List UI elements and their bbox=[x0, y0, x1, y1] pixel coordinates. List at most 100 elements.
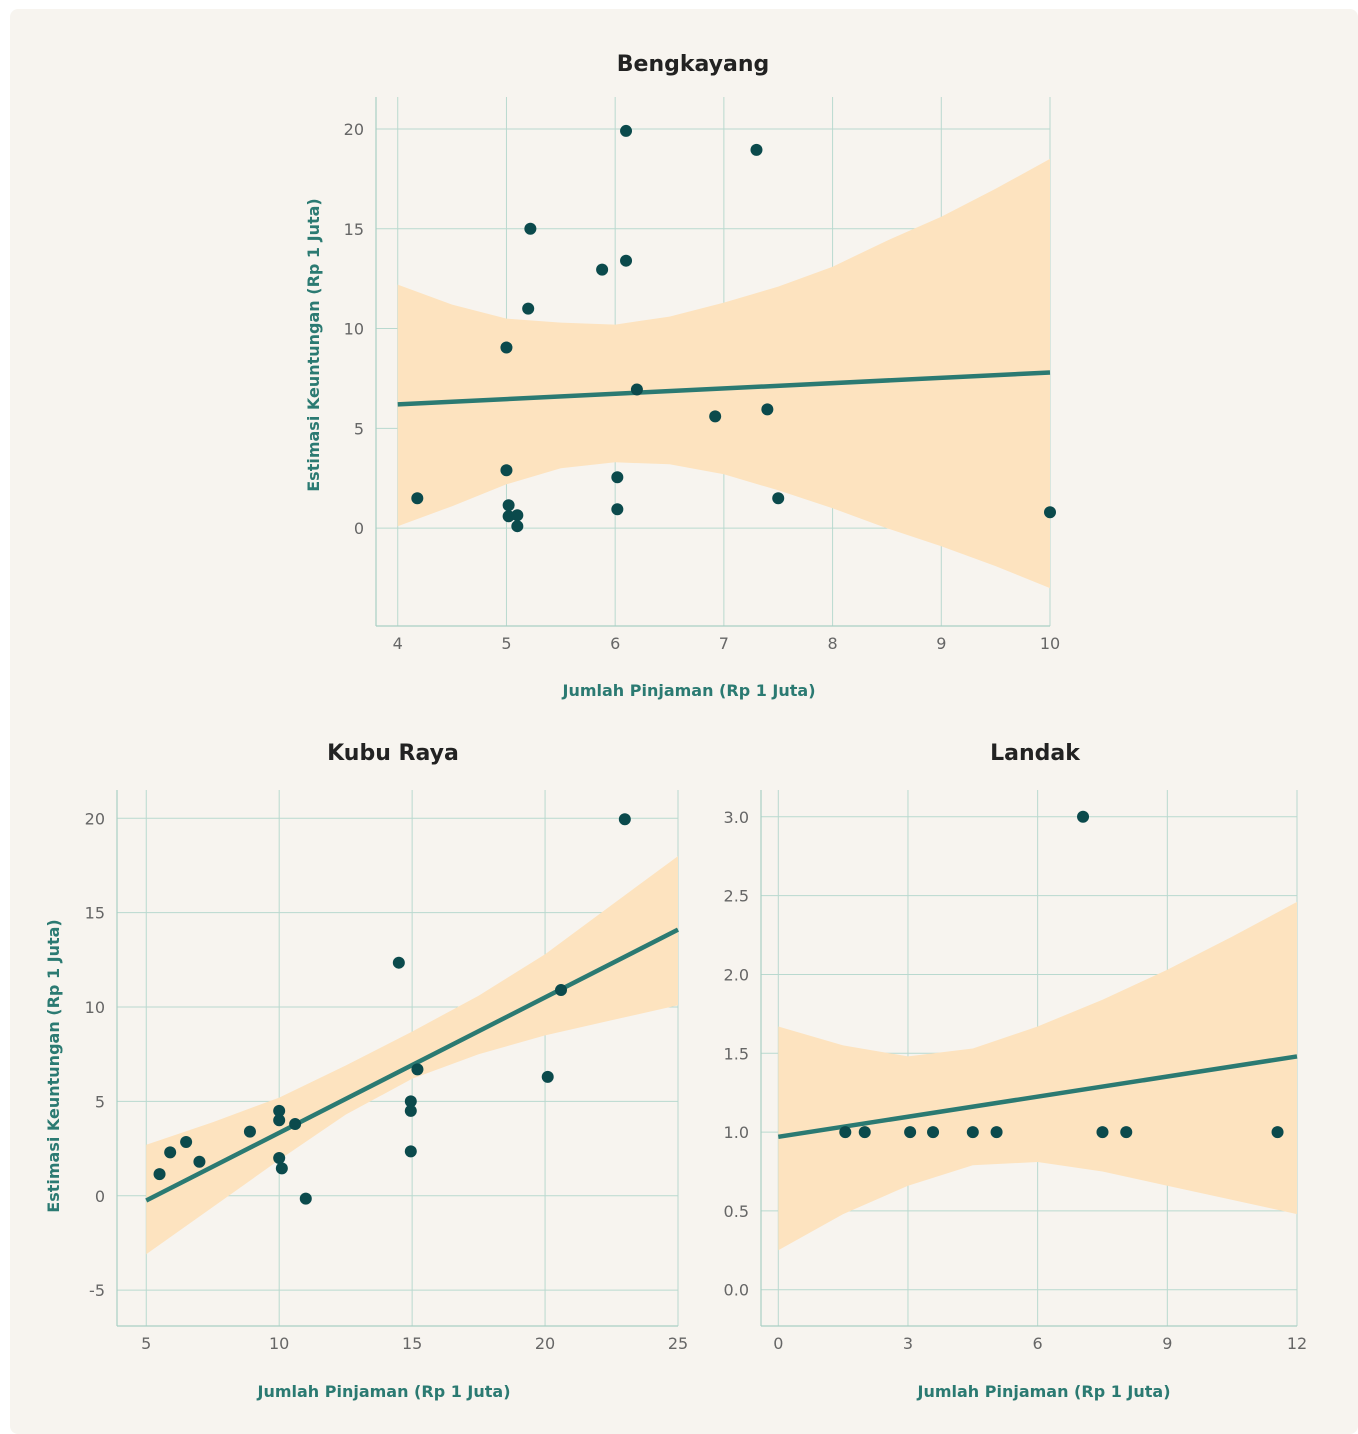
y-tick-label: 0 bbox=[95, 1187, 105, 1206]
data-point bbox=[750, 143, 763, 156]
x-tick-label: 12 bbox=[1287, 1334, 1307, 1353]
regression-line bbox=[397, 370, 1051, 407]
y-tick-label: 1.5 bbox=[724, 1044, 749, 1063]
x-tick-label: 9 bbox=[936, 634, 946, 653]
y-tick-label: 2.5 bbox=[724, 887, 749, 906]
data-point bbox=[772, 492, 785, 505]
data-point bbox=[153, 1168, 166, 1181]
data-point bbox=[273, 1104, 286, 1117]
data-point bbox=[1077, 810, 1090, 823]
y-tick-label: 1.0 bbox=[724, 1123, 749, 1142]
data-point bbox=[511, 509, 524, 522]
x-tick-label: 15 bbox=[402, 1334, 422, 1353]
y-tick-label: 15 bbox=[344, 220, 364, 239]
y-tick-label: 5 bbox=[95, 1092, 105, 1111]
y-tick-label: 10 bbox=[344, 320, 364, 339]
x-tick-label: 6 bbox=[610, 634, 620, 653]
data-point bbox=[273, 1152, 286, 1165]
plot-area: 4 5 6 7 8 9 10 0 5 10 15 20 bbox=[344, 97, 1060, 653]
y-tick-label: 3.0 bbox=[724, 808, 749, 827]
chart-landak: 0 3 6 9 12 0.0 0.5 1.0 1.5 2.0 2.5 3.0 Landak Jumla… bbox=[724, 741, 1308, 1401]
chart-title: Bengkayang bbox=[617, 52, 770, 77]
data-point bbox=[630, 383, 643, 396]
data-point bbox=[193, 1155, 206, 1168]
data-point bbox=[555, 984, 568, 997]
plot-area: 5 10 15 20 25 -5 0 5 10 15 20 bbox=[85, 790, 688, 1353]
x-axis-label: Jumlah Pinjaman (Rp 1 Juta) bbox=[561, 681, 815, 700]
y-tick-label: 0.0 bbox=[724, 1281, 749, 1300]
y-tick-label: 5 bbox=[354, 419, 364, 438]
data-point bbox=[404, 1095, 417, 1108]
data-point bbox=[966, 1126, 979, 1139]
data-point bbox=[411, 1063, 424, 1076]
data-point bbox=[1096, 1126, 1109, 1139]
data-point bbox=[1044, 506, 1056, 519]
data-point bbox=[990, 1126, 1003, 1139]
data-point bbox=[611, 503, 624, 516]
data-point bbox=[927, 1126, 940, 1139]
y-tick-label: 20 bbox=[344, 120, 364, 139]
data-point bbox=[275, 1162, 288, 1175]
y-tick-label: -5 bbox=[89, 1281, 105, 1300]
y-tick-label: 10 bbox=[85, 998, 105, 1017]
x-tick-label: 10 bbox=[1040, 634, 1060, 653]
data-point bbox=[761, 403, 774, 416]
x-tick-label: 6 bbox=[1033, 1334, 1043, 1353]
x-tick-label: 5 bbox=[501, 634, 511, 653]
data-point bbox=[522, 302, 535, 315]
y-axis-label: Estimasi Keuntungan (Rp 1 Juta) bbox=[304, 198, 323, 491]
data-point bbox=[500, 464, 513, 477]
x-tick-label: 5 bbox=[141, 1334, 151, 1353]
data-point bbox=[620, 124, 633, 137]
data-point bbox=[596, 263, 609, 276]
data-point bbox=[524, 222, 537, 235]
chart-kubu-raya: 5 10 15 20 25 -5 0 5 10 15 20 Kubu Raya Jumlah Pin… bbox=[44, 741, 688, 1401]
y-tick-label: 0 bbox=[354, 519, 364, 538]
data-point bbox=[904, 1126, 917, 1139]
confidence-band bbox=[397, 158, 1050, 589]
x-tick-label: 0 bbox=[773, 1334, 783, 1353]
data-point bbox=[243, 1125, 256, 1138]
y-tick-label: 20 bbox=[85, 809, 105, 828]
x-tick-label: 20 bbox=[535, 1334, 555, 1353]
data-point bbox=[709, 410, 722, 423]
x-tick-label: 10 bbox=[269, 1334, 289, 1353]
y-tick-label: 2.0 bbox=[724, 965, 749, 984]
data-point bbox=[1271, 1126, 1284, 1139]
data-point bbox=[1120, 1126, 1133, 1139]
data-point bbox=[164, 1146, 177, 1159]
data-point bbox=[404, 1104, 417, 1117]
confidence-band bbox=[778, 901, 1297, 1251]
data-point bbox=[502, 499, 515, 512]
y-tick-label: 15 bbox=[85, 904, 105, 923]
data-point bbox=[858, 1126, 871, 1139]
x-tick-label: 8 bbox=[827, 634, 837, 653]
x-axis-label: Jumlah Pinjaman (Rp 1 Juta) bbox=[916, 1382, 1170, 1401]
data-point bbox=[273, 1114, 286, 1127]
data-point bbox=[839, 1126, 852, 1139]
chart-title: Landak bbox=[990, 741, 1081, 766]
data-point bbox=[180, 1135, 193, 1148]
data-point bbox=[618, 813, 631, 826]
x-tick-label: 9 bbox=[1162, 1334, 1172, 1353]
data-point bbox=[289, 1118, 302, 1131]
data-point bbox=[502, 510, 515, 523]
data-point bbox=[611, 471, 624, 484]
chart-bengkayang: 4 5 6 7 8 9 10 0 5 10 15 20 Bengkayang Jumlah Pinja… bbox=[304, 52, 1060, 700]
x-tick-label: 3 bbox=[903, 1334, 913, 1353]
y-tick-label: 0.5 bbox=[724, 1202, 749, 1221]
regression-line bbox=[777, 1054, 1298, 1140]
x-axis-label: Jumlah Pinjaman (Rp 1 Juta) bbox=[256, 1382, 510, 1401]
data-point bbox=[500, 341, 513, 354]
y-axis-label: Estimasi Keuntungan (Rp 1 Juta) bbox=[44, 919, 63, 1212]
data-point bbox=[404, 1145, 417, 1158]
data-point bbox=[620, 254, 633, 267]
regression-line bbox=[145, 927, 680, 1203]
chart-title: Kubu Raya bbox=[327, 741, 459, 766]
data-point bbox=[411, 492, 424, 505]
data-point bbox=[541, 1070, 554, 1083]
x-tick-label: 7 bbox=[719, 634, 729, 653]
plot-area: 0 3 6 9 12 0.0 0.5 1.0 1.5 2.0 2.5 3.0 bbox=[724, 790, 1307, 1353]
figure-background bbox=[10, 9, 1358, 1434]
